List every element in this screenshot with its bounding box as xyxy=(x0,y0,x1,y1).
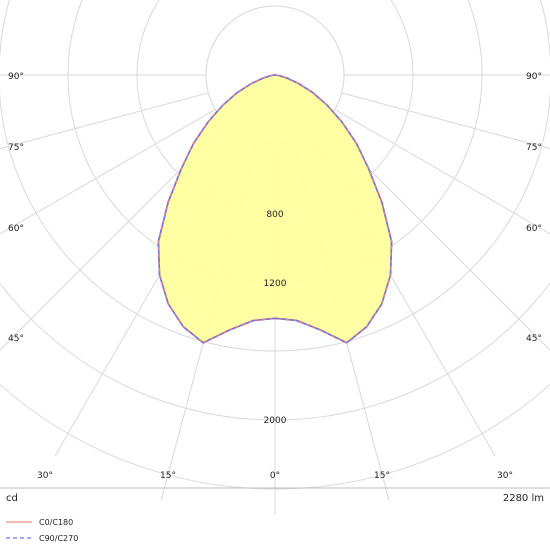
chart-labels: 800 1200 2000 90° 75° 60° 45° 90° 75° 60… xyxy=(8,72,542,481)
bottom-angle-label-left-30: 30° xyxy=(37,471,53,481)
grid-ray-right-60 xyxy=(274,74,550,235)
radial-label-2000: 2000 xyxy=(264,416,287,426)
unit-label: cd xyxy=(6,493,18,504)
left-angle-label-60: 60° xyxy=(8,224,24,234)
right-angle-label-60: 60° xyxy=(526,224,542,234)
series-curve-c90-c270 xyxy=(157,74,393,344)
bottom-angle-label-right-15: 15° xyxy=(374,471,390,481)
legend: C0/C180 C90/C270 xyxy=(6,518,78,543)
right-angle-label-75: 75° xyxy=(526,143,542,153)
radial-label-1200: 1200 xyxy=(264,279,287,289)
light-distribution-curves xyxy=(157,74,393,344)
legend-label-c90-c270: C90/C270 xyxy=(39,534,78,543)
legend-label-c0-c180: C0/C180 xyxy=(39,518,73,527)
grid-ray-left-75 xyxy=(0,74,276,150)
left-angle-label-45: 45° xyxy=(8,334,24,344)
grid-ray-left-60 xyxy=(0,74,276,235)
left-angle-label-75: 75° xyxy=(8,143,24,153)
bottom-angle-label-right-30: 30° xyxy=(497,471,513,481)
flux-label: 2280 lm xyxy=(503,493,544,504)
radial-label-800: 800 xyxy=(266,210,283,220)
grid-ray-right-75 xyxy=(274,74,550,150)
right-angle-label-90: 90° xyxy=(526,72,542,82)
right-angle-label-45: 45° xyxy=(526,334,542,344)
left-angle-label-90: 90° xyxy=(8,72,24,82)
bottom-angle-label-0: 0° xyxy=(270,471,280,481)
bottom-angle-label-left-15: 15° xyxy=(160,471,176,481)
distribution-fill xyxy=(158,75,392,343)
